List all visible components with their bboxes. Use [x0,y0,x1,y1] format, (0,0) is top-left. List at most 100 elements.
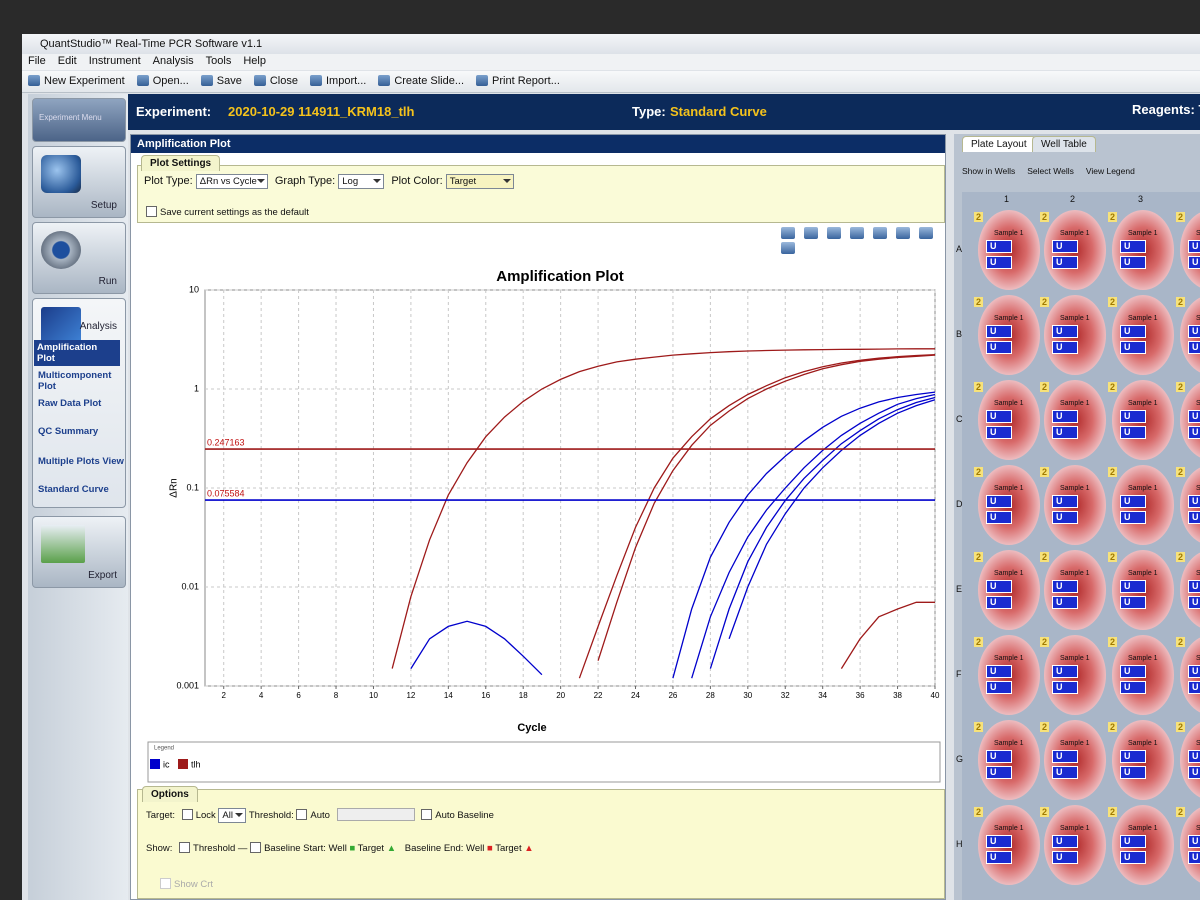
tool-icon[interactable] [827,227,841,239]
toolbar-button[interactable]: New Experiment [28,75,125,87]
toolbar-button[interactable]: Print Report... [476,75,560,87]
settings-tab[interactable]: Plot Settings [141,155,221,171]
plate-tool[interactable]: Show in Wells [962,166,1016,176]
well[interactable]: 2 Sample 1 UU [1176,295,1200,375]
row-label: F [956,669,962,679]
menu-item[interactable]: Edit [57,55,77,67]
plate-tool[interactable]: Select Wells [1027,166,1074,176]
toolbar-button[interactable]: Save [201,75,242,87]
amplification-curve [691,393,936,679]
tool-icon[interactable] [781,227,795,239]
toolbar-button[interactable]: Close [254,75,298,87]
tool-icon[interactable] [873,227,887,239]
well-task: U [1188,766,1200,779]
menu-item[interactable]: Analysis [152,55,194,67]
plate-tab[interactable]: Plate Layout [962,136,1036,152]
experiment-menu[interactable]: Experiment Menu [32,98,126,142]
tool-icon[interactable] [804,227,818,239]
baseline-end-label: Baseline End: Well [404,843,485,854]
analysis-item[interactable]: Multicomponent Plot [38,370,112,392]
options-tab[interactable]: Options [142,786,198,802]
plot-color-select[interactable]: Target [445,174,514,189]
show-crt-row[interactable]: Show Crt [160,878,213,890]
well[interactable]: 2 Sample 1 UU [1176,465,1200,545]
well[interactable]: 2 Sample 1 UU [1176,210,1200,290]
show-crt-checkbox[interactable] [160,878,171,889]
auto-baseline-checkbox[interactable] [421,809,433,820]
well[interactable]: 2 Sample 1 UU [1176,550,1200,630]
toolbar-button[interactable]: Import... [310,75,366,87]
well[interactable]: 2 Sample 1 UU [1176,805,1200,885]
target-select[interactable]: All [218,808,247,823]
x-tick-label: 26 [668,691,677,700]
well-sample: Sample 1 [1060,485,1090,492]
analysis-item[interactable]: Amplification Plot [34,340,120,366]
checkbox[interactable] [146,206,157,217]
analysis-item[interactable]: QC Summary [38,426,99,437]
run-button[interactable]: Run [32,222,126,294]
threshold-checkbox[interactable] [179,842,191,853]
well-count: 2 [1108,212,1118,222]
analysis-label: Analysis [79,321,117,332]
threshold-input[interactable] [336,808,415,821]
well-sample: Sample 1 [1196,485,1200,492]
well-sample: Sample 1 [994,570,1024,577]
menu-item[interactable]: File [28,55,46,67]
menu-item[interactable]: Tools [205,55,232,67]
x-tick-label: 2 [221,691,226,700]
toolbar-button[interactable]: Open... [137,75,189,87]
save-default-row[interactable]: Save current settings as the default [146,206,309,218]
tool-icon[interactable] [781,242,795,254]
graph-type-select[interactable]: Log [338,174,385,189]
plate-tab[interactable]: Well Table [1032,136,1096,152]
baseline-start-checkbox[interactable] [250,842,262,853]
auto-checkbox[interactable] [296,809,308,820]
tool-icon[interactable] [850,227,864,239]
well-count: 2 [974,212,984,222]
toolbar-button[interactable]: Create Slide... [378,75,464,87]
analysis-item[interactable]: Standard Curve [38,484,109,495]
analysis-section[interactable]: Analysis [32,298,126,508]
run-label: Run [98,276,117,287]
plot-type-label: Plot Type: [144,175,193,187]
analysis-item[interactable]: Raw Data Plot [38,398,102,409]
well[interactable]: 2 Sample 1 UU [1176,380,1200,460]
well[interactable]: 2 Sample 1 UU [1176,720,1200,800]
plate-tool[interactable]: View Legend [1085,166,1135,176]
setup-button[interactable]: Setup [32,146,126,218]
well-sample: Sample 1 [1060,740,1090,747]
well[interactable]: 2 Sample 1 UU [1176,635,1200,715]
plot-type-select[interactable]: ΔRn vs Cycle [195,174,268,189]
tool-icon[interactable] [896,227,910,239]
analysis-item[interactable]: Multiple Plots View [38,456,124,467]
tool-icon[interactable] [919,227,933,239]
menu-item[interactable]: Instrument [88,55,141,67]
menu-item[interactable]: Help [243,55,266,67]
lock-checkbox[interactable] [181,809,193,820]
export-button[interactable]: Export [32,516,126,588]
